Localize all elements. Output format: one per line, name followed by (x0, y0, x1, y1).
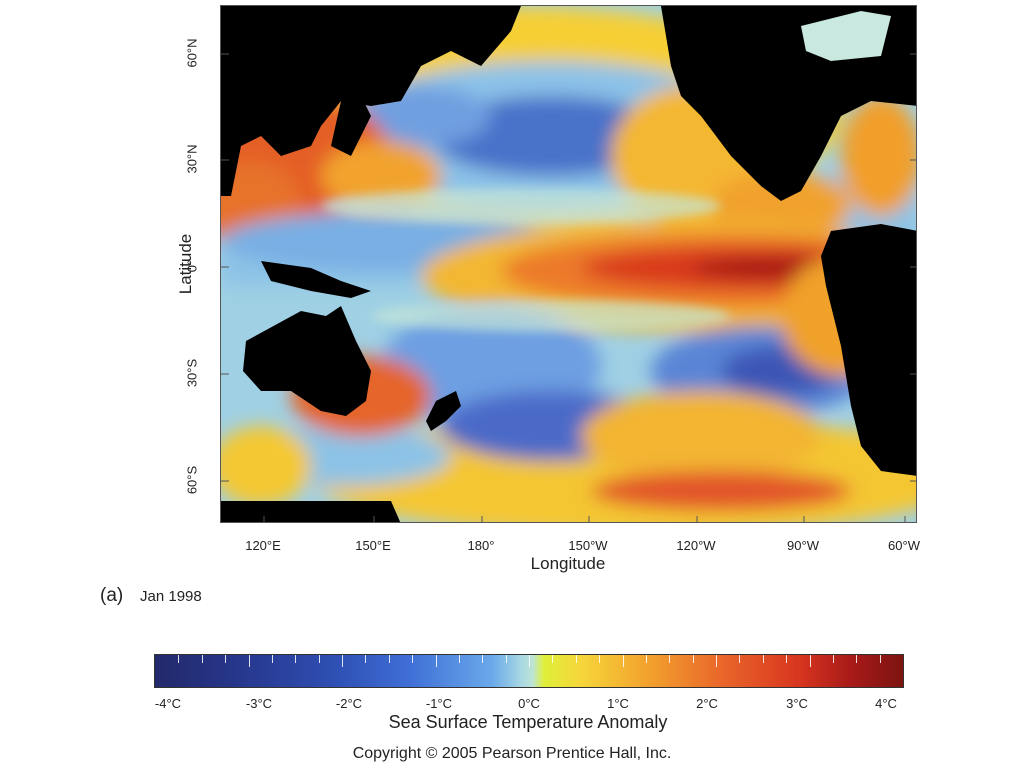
colorbar-tick-mark (692, 655, 694, 663)
colorbar-tick-mark (412, 655, 414, 663)
colorbar-label-2: 2°C (696, 696, 718, 711)
map-canvas (221, 6, 916, 522)
lat-tick-60s: 60°S (184, 465, 200, 495)
colorbar-tick-mark (669, 655, 671, 663)
colorbar-tick-mark (388, 655, 390, 663)
colorbar-tick-mark (435, 655, 437, 667)
colorbar-tick-mark (342, 655, 343, 667)
land-greenland-region (801, 11, 891, 61)
colorbar-tick-mark (645, 655, 647, 663)
lon-tick-60w: 60°W (888, 538, 920, 553)
land-south-america (821, 224, 916, 476)
lon-tick-90w: 90°W (787, 538, 819, 553)
colorbar-label-neg2: -2°C (335, 696, 363, 711)
y-axis-label: Latitude (176, 233, 195, 295)
lon-tick-180: 180° (467, 538, 495, 553)
colorbar-label-neg1: -1°C (425, 696, 453, 711)
land-japan (331, 96, 371, 156)
colorbar-tick-mark (365, 655, 367, 663)
neutral-bands (321, 188, 731, 332)
colorbar-tick-mark (458, 655, 460, 663)
copyright-notice: Copyright © 2005 Pearson Prentice Hall, … (352, 745, 672, 762)
colorbar-tick-mark (529, 655, 530, 667)
colorbar-tick-mark (552, 655, 554, 663)
colorbar-tick-mark (482, 655, 484, 663)
colorbar-tick-mark (295, 655, 297, 663)
lat-tick-30n: 30°N (184, 144, 200, 174)
colorbar-tick-mark (856, 655, 858, 663)
colorbar-tick-mark (599, 655, 601, 663)
land-indonesia (261, 261, 371, 298)
colorbar-tick-mark (739, 655, 741, 663)
anomaly-field (221, 6, 916, 522)
colorbar-label-neg3: -3°C (245, 696, 273, 711)
land-antarctica (221, 501, 401, 522)
colorbar-tick-mark (786, 655, 788, 663)
lat-tick-30s: 30°S (184, 358, 200, 388)
colorbar-tick-mark (716, 655, 717, 667)
colorbar-tick-mark (762, 655, 764, 663)
sst-anomaly-map (220, 5, 917, 523)
panel-label: (a) (100, 585, 124, 606)
colorbar-label-3: 3°C (786, 696, 808, 711)
colorbar-tick-mark (225, 655, 227, 663)
colorbar-tick-mark (832, 655, 834, 663)
colorbar-label-neg4: -4°C (154, 696, 182, 711)
x-axis-label: Longitude (530, 554, 606, 573)
colorbar-tick-mark (248, 655, 250, 667)
lon-tick-120w: 120°W (676, 538, 716, 553)
colorbar-tick-mark (201, 655, 203, 663)
colorbar-tick-mark (505, 655, 507, 663)
land-new-zealand (426, 391, 461, 431)
colorbar-tick-mark (879, 655, 881, 663)
colorbar-title: Sea Surface Temperature Anomaly (388, 712, 668, 732)
colorbar (154, 654, 904, 688)
colorbar-label-1: 1°C (607, 696, 629, 711)
lat-tick-60n: 60°N (184, 38, 200, 68)
colorbar-tick-mark (809, 655, 811, 667)
lon-tick-150w: 150°W (568, 538, 608, 553)
land-asia (221, 6, 521, 196)
panel-date: Jan 1998 (140, 588, 202, 605)
colorbar-tick-mark (318, 655, 320, 663)
colorbar-label-0: 0°C (518, 696, 540, 711)
colorbar-tick-mark (271, 655, 273, 663)
lon-tick-120e: 120°E (245, 538, 281, 553)
colorbar-tick-mark (575, 655, 577, 663)
lon-tick-150e: 150°E (355, 538, 391, 553)
frame-ticks (221, 53, 916, 522)
colorbar-tick-mark (178, 655, 180, 663)
colorbar-label-4: 4°C (875, 696, 897, 711)
land-australia (243, 306, 371, 416)
colorbar-tick-mark (622, 655, 624, 667)
